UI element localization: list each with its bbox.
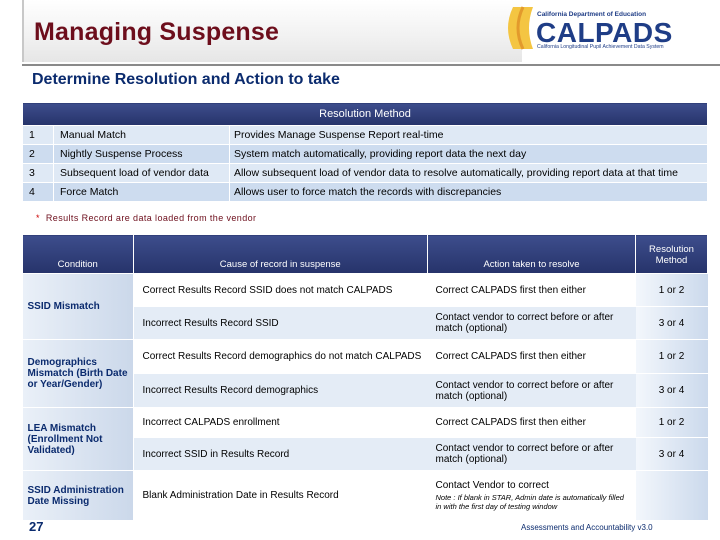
resolution-method-table: Resolution Method 1 Manual Match Provide…: [22, 102, 708, 202]
resolution-cell: 3 or 4: [635, 437, 708, 471]
method-name: Nightly Suspense Process: [53, 144, 230, 164]
table-row: Demographics Mismatch (Birth Date or Yea…: [22, 339, 708, 408]
action-cell: Contact Vendor to correct Note : If blan…: [427, 470, 636, 521]
table-row: Incorrect SSID in Results Record Contact…: [23, 437, 708, 471]
logo-department-text: California Department of Education: [537, 11, 647, 18]
resolution-cell: 1 or 2: [635, 407, 708, 438]
action-cell: Correct CALPADS first then either: [427, 339, 636, 374]
table-row: LEA Mismatch (Enrollment Not Validated) …: [22, 407, 708, 471]
method-number: 3: [22, 163, 54, 183]
condition-cell: LEA Mismatch (Enrollment Not Validated): [22, 407, 134, 471]
resolution-cell: 3 or 4: [635, 306, 708, 340]
table-row: 3 Subsequent load of vendor data Allow s…: [22, 163, 708, 183]
action-cell: Contact vendor to correct before or afte…: [427, 373, 636, 408]
slide-title: Managing Suspense: [34, 18, 280, 46]
cause-cell: Correct Results Record demographics do n…: [133, 339, 428, 374]
table-row: 2 Nightly Suspense Process System match …: [22, 144, 708, 164]
header-condition: Condition: [22, 234, 134, 274]
cause-cell: Incorrect Results Record demographics: [133, 373, 428, 408]
cause-cell: Blank Administration Date in Results Rec…: [133, 470, 428, 521]
resolution-cell: 3 or 4: [635, 373, 708, 408]
footnote-star: *: [36, 213, 40, 223]
method-description: Allow subsequent load of vendor data to …: [229, 163, 708, 183]
logo-swoosh-icon: [508, 7, 533, 49]
action-cell: Contact vendor to correct before or afte…: [427, 437, 636, 471]
footnote: * Results Record are data loaded from the…: [36, 213, 256, 223]
footnote-text: Results Record are data loaded from the …: [45, 213, 257, 223]
header-band: [22, 0, 522, 62]
logo-wordmark: CALPADS: [536, 17, 673, 48]
header-cause: Cause of record in suspense: [132, 234, 428, 274]
condition-cell: SSID Mismatch: [22, 273, 134, 340]
action-text: Contact Vendor to correct: [435, 480, 549, 491]
cause-cell: Correct Results Record SSID does not mat…: [133, 273, 428, 307]
table-row: SSID Mismatch Correct Results Record SSI…: [22, 273, 708, 340]
method-description: Allows user to force match the records w…: [229, 182, 708, 202]
section-subtitle: Determine Resolution and Action to take: [32, 71, 340, 88]
resolution-cell: 1 or 2: [635, 339, 708, 374]
action-cell: Correct CALPADS first then either: [427, 273, 636, 307]
condition-table: Condition Cause of record in suspense Ac…: [22, 234, 708, 521]
condition-cell: SSID Administration Date Missing: [22, 470, 134, 521]
cause-cell: Incorrect CALPADS enrollment: [133, 407, 428, 438]
table-row: 4 Force Match Allows user to force match…: [22, 182, 708, 202]
calpads-logo: [508, 6, 533, 50]
method-name: Manual Match: [53, 125, 230, 145]
method-name: Subsequent load of vendor data: [53, 163, 230, 183]
method-number: 1: [22, 125, 54, 145]
footer-text: Assessments and Accountability v3.0: [521, 523, 653, 532]
action-note: Note : If blank in STAR, Admin date is a…: [435, 493, 624, 511]
table-row: 1 Manual Match Provides Manage Suspense …: [22, 125, 708, 145]
condition-cell: Demographics Mismatch (Birth Date or Yea…: [22, 339, 134, 408]
page-number: 27: [29, 519, 44, 534]
method-name: Force Match: [53, 182, 230, 202]
table-row: Incorrect Results Record demographics Co…: [23, 373, 708, 408]
cause-cell: Incorrect SSID in Results Record: [133, 437, 428, 471]
method-description: System match automatically, providing re…: [229, 144, 708, 164]
method-description: Provides Manage Suspense Report real-tim…: [229, 125, 708, 145]
resolution-cell: 1 or 2: [635, 273, 708, 307]
cause-cell: Incorrect Results Record SSID: [133, 306, 428, 340]
action-cell: Correct CALPADS first then either: [427, 407, 636, 438]
header-action: Action taken to resolve: [427, 234, 636, 274]
table-row: Incorrect Results Record SSID Contact ve…: [23, 306, 708, 340]
action-cell: Contact vendor to correct before or afte…: [427, 306, 636, 340]
logo-subtitle: California Longitudinal Pupil Achievemen…: [537, 44, 664, 50]
header-resolution: Resolution Method: [635, 234, 708, 274]
header-rule: [22, 64, 720, 66]
table-row: SSID Administration Date Missing Blank A…: [22, 470, 708, 521]
resolution-cell: [635, 470, 708, 521]
method-number: 2: [22, 144, 54, 164]
method-number: 4: [22, 182, 54, 202]
resolution-method-header: Resolution Method: [22, 102, 708, 126]
